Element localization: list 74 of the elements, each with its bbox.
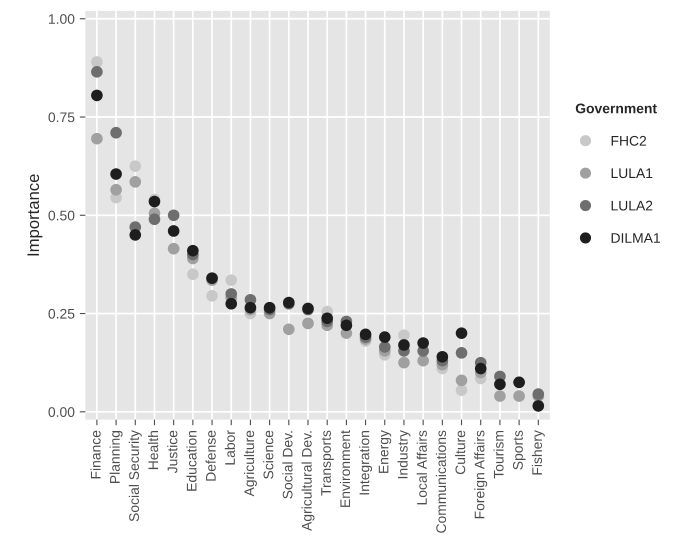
y-tick-label: 0.25 [48, 308, 74, 319]
point [148, 213, 160, 226]
point [91, 90, 103, 102]
point [532, 400, 544, 412]
point [129, 176, 142, 188]
point [168, 225, 180, 237]
point [474, 362, 487, 374]
point [494, 378, 506, 390]
point [91, 132, 103, 144]
point [129, 160, 142, 172]
point [225, 288, 238, 300]
legend-label: DILMA1 [612, 233, 660, 243]
point [225, 298, 238, 310]
point [168, 209, 180, 222]
point [378, 341, 391, 353]
x-tick-label: Science [263, 430, 274, 479]
point [398, 339, 410, 351]
x-tick-label: Education [186, 430, 197, 491]
point [417, 354, 429, 367]
point [417, 337, 429, 349]
x-tick-label: Social Security [128, 430, 142, 522]
x-tick-label: Energy [378, 430, 392, 473]
y-tick-label: 0.75 [48, 112, 74, 122]
point [321, 312, 333, 324]
legend-label: LULA2 [612, 200, 652, 211]
x-tick-label: Integration [359, 430, 372, 494]
point [110, 184, 122, 196]
point [360, 328, 372, 340]
x-tick-label: Culture [455, 430, 466, 474]
legend-title: Government [576, 104, 657, 114]
legend-label: FHC2 [612, 136, 646, 146]
x-tick-label: Tourism [493, 430, 504, 478]
point [129, 229, 142, 241]
x-tick-label: Labor [224, 430, 235, 464]
x-tick-label: Local Affairs [416, 430, 427, 504]
point [206, 290, 218, 302]
x-tick-label: Agriculture [244, 430, 257, 496]
point [456, 374, 468, 386]
point [187, 244, 199, 256]
point [436, 350, 448, 363]
y-tick-label: 1.00 [48, 14, 74, 24]
point [187, 268, 199, 280]
x-tick-label: Social Dev. [282, 431, 293, 499]
y-tick-label: 0.50 [48, 210, 74, 220]
point [225, 274, 238, 286]
point [456, 347, 468, 359]
y-tick-label: 0.00 [48, 407, 74, 417]
point [494, 390, 506, 402]
point [91, 66, 103, 78]
x-tick-label: Fishery [532, 430, 545, 474]
x-tick-label: Defense [206, 430, 216, 481]
point [91, 56, 103, 68]
point [398, 329, 410, 341]
x-tick-label: Transports [321, 430, 334, 496]
legend-label: LULA1 [612, 168, 652, 178]
point [340, 320, 352, 332]
point [398, 356, 410, 368]
y-axis-title: Importance [27, 174, 42, 256]
point [110, 126, 122, 139]
x-tick-label: Justice [167, 430, 178, 474]
point [456, 327, 468, 339]
x-tick-label: Finance [90, 430, 101, 478]
x-tick-label: Industry [397, 430, 410, 478]
x-tick-label: Health [148, 430, 158, 470]
x-tick-label: Sports [513, 430, 526, 470]
x-tick-label: Planning [110, 430, 123, 483]
x-tick-label: Agricultural Dev. [302, 431, 314, 531]
point [282, 323, 295, 336]
x-tick-label: Communications [436, 430, 446, 533]
point [456, 384, 468, 396]
x-tick-label: Foreign Affairs [474, 430, 488, 518]
point [110, 168, 122, 180]
point [378, 331, 391, 343]
x-tick-label: Environment [340, 430, 350, 507]
